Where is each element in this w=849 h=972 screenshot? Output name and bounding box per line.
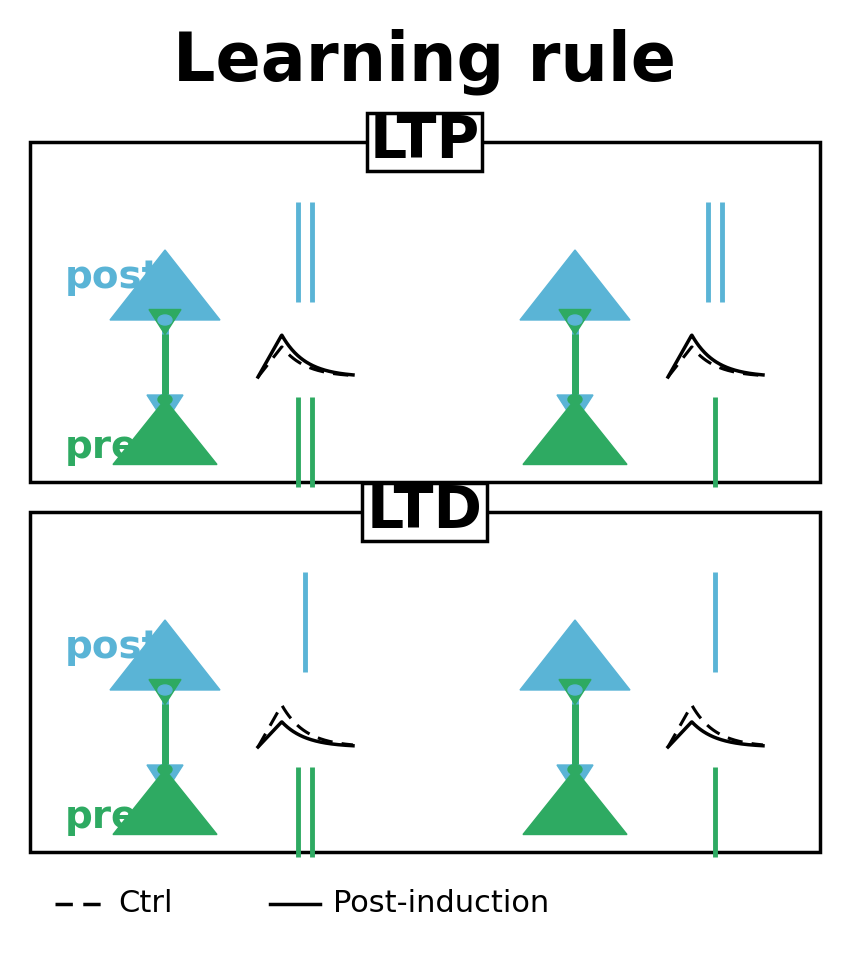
Bar	[362, 483, 487, 541]
Ellipse shape	[158, 395, 172, 404]
Text: pre: pre	[65, 428, 138, 466]
Polygon shape	[520, 250, 630, 320]
Polygon shape	[110, 620, 220, 690]
Polygon shape	[149, 679, 181, 705]
Polygon shape	[559, 679, 591, 705]
Text: LTD: LTD	[367, 483, 482, 540]
Text: pre: pre	[65, 798, 138, 836]
Text: post: post	[65, 258, 161, 296]
Text: LTP: LTP	[369, 114, 480, 170]
Polygon shape	[147, 765, 183, 793]
Ellipse shape	[568, 685, 582, 695]
Ellipse shape	[568, 395, 582, 404]
Text: post: post	[65, 628, 161, 666]
Ellipse shape	[158, 765, 172, 775]
Ellipse shape	[568, 315, 582, 325]
Polygon shape	[147, 395, 183, 423]
Polygon shape	[110, 250, 220, 320]
Ellipse shape	[158, 315, 172, 325]
Polygon shape	[523, 770, 627, 835]
Polygon shape	[149, 309, 181, 334]
Polygon shape	[557, 395, 593, 423]
Polygon shape	[113, 770, 217, 835]
Polygon shape	[557, 765, 593, 793]
Polygon shape	[113, 399, 217, 465]
Text: Learning rule: Learning rule	[173, 29, 676, 95]
Bar	[30, 142, 820, 482]
Ellipse shape	[158, 685, 172, 695]
Text: Post-induction: Post-induction	[333, 889, 549, 919]
Polygon shape	[520, 620, 630, 690]
Bar	[367, 113, 482, 171]
Text: Ctrl: Ctrl	[118, 889, 172, 919]
Ellipse shape	[568, 765, 582, 775]
Polygon shape	[523, 399, 627, 465]
Bar	[30, 512, 820, 852]
Polygon shape	[559, 309, 591, 334]
